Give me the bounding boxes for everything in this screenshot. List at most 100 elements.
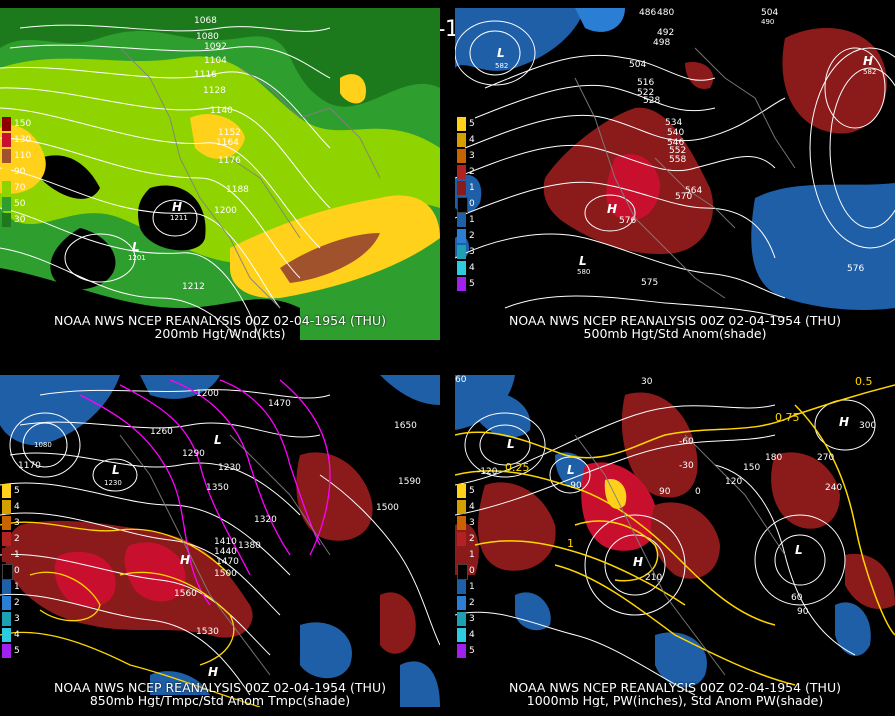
legend-label: 3 (469, 151, 475, 161)
pw-contour-label: 1 (567, 537, 574, 550)
contour-label: 300 (859, 421, 877, 431)
high-pressure-marker: H (633, 555, 644, 569)
legend-swatch (457, 516, 466, 530)
low-pressure-marker: L (567, 463, 575, 477)
legend-swatch (457, 197, 468, 213)
low-pressure-marker: L (132, 240, 140, 254)
contour-label: 0 (695, 487, 701, 497)
legend-entry: 150 (0, 116, 31, 132)
legend-label: 110 (14, 151, 32, 161)
legend-entry: 4 (0, 627, 30, 643)
contour-label: 60 (455, 375, 467, 385)
contour-label: -30 (679, 461, 694, 471)
legend-label: 4 (469, 135, 475, 145)
legend-swatch (457, 149, 466, 163)
legend-swatch (2, 548, 11, 562)
high-pressure-marker: H (180, 553, 191, 567)
legend-entry: 2 (455, 595, 485, 611)
contour-label: 490 (761, 18, 775, 26)
legend-swatch (2, 532, 11, 546)
legend-label: 50 (14, 199, 26, 209)
legend-label: 5 (469, 486, 475, 496)
legend-entry: 2 (0, 595, 30, 611)
legend-swatch (457, 213, 466, 227)
contour-label: 150 (743, 463, 761, 473)
legend-swatch (457, 277, 466, 291)
contour-label: -90 (567, 481, 582, 491)
contour-label: 1500 (214, 569, 237, 579)
legend-label: 5 (469, 119, 475, 129)
legend-entry: 1 (455, 579, 485, 595)
contour-label: 582 (495, 62, 509, 70)
legend-entry: 50 (0, 196, 30, 212)
legend-label: 3 (14, 518, 20, 528)
contour-label: 1440 (214, 547, 237, 557)
high-pressure-marker: H (863, 54, 874, 68)
contour-label: 528 (643, 96, 661, 106)
contour-label: 1200 (196, 389, 219, 399)
legend-swatch (457, 165, 466, 179)
contour-label: 210 (645, 573, 663, 583)
legend-label: 5 (469, 646, 475, 656)
map-500mb (455, 8, 895, 340)
legend-swatch (2, 165, 11, 179)
contour-label: 492 (657, 28, 675, 38)
legend-label: 3 (469, 518, 475, 528)
contour-label: -60 (679, 437, 694, 447)
legend-label: 1 (469, 582, 475, 592)
contour-label: 1211 (170, 214, 188, 222)
contour-label: 498 (653, 38, 671, 48)
contour-label: 180 (765, 453, 783, 463)
legend-500mb: 5 4 3 2 1 0 1 2 3 4 5 (455, 116, 485, 292)
legend-entry: 4 (455, 260, 485, 276)
low-pressure-marker: L (579, 254, 587, 268)
legend-entry: 2 (0, 531, 30, 547)
legend-200mb: 150 130 110 90 70 50 30 (0, 116, 32, 228)
contour-label: 270 (817, 453, 835, 463)
legend-label: 90 (14, 167, 26, 177)
panel-caption-field: 200mb Hgt/Wnd(kts) (154, 326, 286, 340)
legend-swatch (457, 261, 466, 275)
legend-swatch (2, 500, 11, 514)
legend-entry: 0 (455, 196, 485, 213)
legend-label: 4 (14, 502, 20, 512)
contour-label: 1380 (238, 541, 261, 551)
contour-label: 1068 (194, 16, 217, 26)
high-pressure-marker: H (172, 200, 183, 214)
contour-label: 1212 (182, 282, 205, 292)
high-pressure-marker: H (839, 415, 850, 429)
contour-label: 1560 (174, 589, 197, 599)
legend-entry: 70 (0, 180, 30, 196)
legend-swatch (457, 548, 466, 562)
contour-label: 1080 (34, 441, 52, 449)
contour-label: 540 (667, 128, 685, 138)
contour-label: 516 (637, 78, 655, 88)
legend-swatch (2, 149, 11, 163)
contour-label: 546 (667, 138, 685, 148)
legend-entry: 1 (455, 180, 485, 196)
contour-label: 1092 (204, 42, 227, 52)
contour-label: 90 (659, 487, 671, 497)
contour-label: 1230 (218, 463, 241, 473)
legend-swatch (2, 644, 11, 658)
legend-label: 130 (14, 135, 32, 145)
legend-label: 3 (469, 614, 475, 624)
legend-label: 2 (469, 598, 475, 608)
contour-label: 582 (863, 68, 877, 76)
legend-swatch (2, 197, 11, 211)
legend-entry: 5 (455, 276, 485, 292)
legend-entry: 2 (455, 531, 485, 547)
panel-caption-field: 1000mb Hgt, PW(inches), Std Anom PW(shad… (526, 693, 824, 707)
legend-label: 5 (14, 486, 20, 496)
legend-swatch (2, 580, 11, 594)
legend-swatch (457, 229, 466, 243)
legend-label: 2 (469, 231, 475, 241)
legend-label: 0 (14, 566, 20, 576)
legend-label: 4 (469, 263, 475, 273)
legend-entry: 0 (455, 563, 485, 580)
contour-label: 1470 (216, 557, 239, 567)
contour-label: 534 (665, 118, 683, 128)
contour-label: -120 (477, 467, 498, 477)
panel-caption-source: NOAA NWS NCEP REANALYSIS 00Z 02-04-1954 … (508, 680, 841, 695)
